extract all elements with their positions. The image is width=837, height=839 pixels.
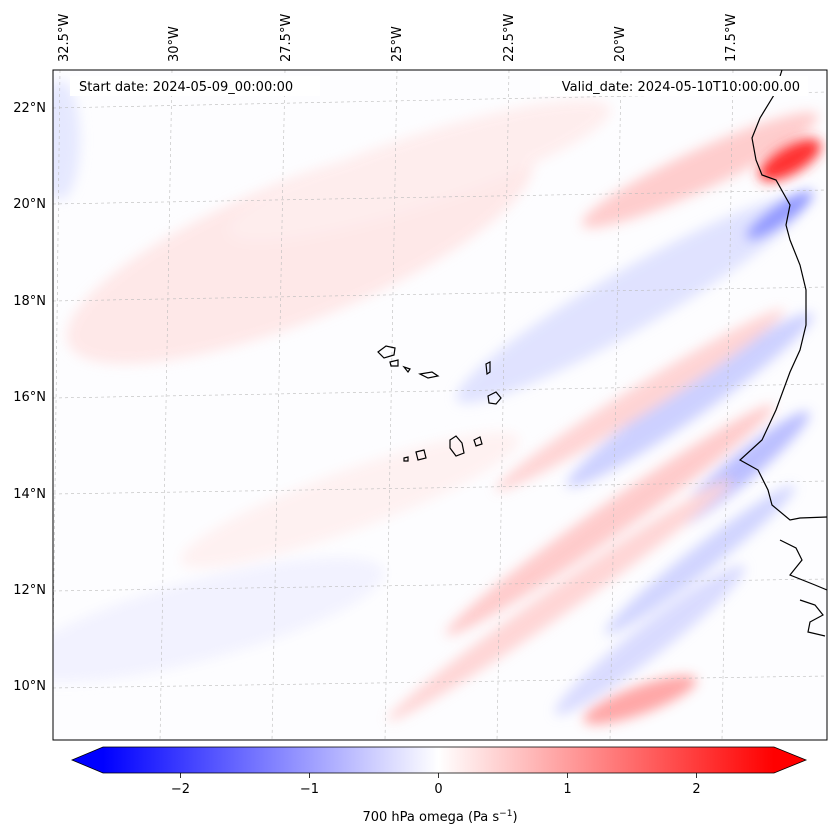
lat-label: 10°N <box>13 679 46 694</box>
lat-label: 22°N <box>13 101 46 116</box>
colorbar-outline <box>70 746 808 774</box>
cape-verde-islands <box>377 345 502 462</box>
lat-label: 14°N <box>13 487 46 502</box>
colorbar-tick-label: −1 <box>300 782 319 797</box>
lon-label: 20°W <box>613 26 628 62</box>
lon-label: 30°W <box>167 26 182 62</box>
lon-label: 27.5°W <box>279 14 294 62</box>
colorbar-label: 700 hPa omega (Pa s−1) <box>362 809 517 825</box>
start-date-box <box>70 76 320 96</box>
lat-label: 20°N <box>13 197 46 212</box>
colorbar: −2 −1 0 1 2 700 hPa omega (Pa s−1) <box>70 746 808 825</box>
valid-date-label: Valid_date: 2024-05-10T10:00:00.00 <box>562 80 800 95</box>
colorbar-extend-min <box>72 747 103 773</box>
lon-label: 22.5°W <box>502 14 517 62</box>
omega-field <box>53 70 827 740</box>
lon-label: 17.5°W <box>724 14 739 62</box>
coastline <box>738 70 827 637</box>
colorbar-extend-max <box>774 747 806 773</box>
lat-label: 16°N <box>13 390 46 405</box>
lon-label: 25°W <box>390 26 405 62</box>
valid-date-box <box>540 76 808 96</box>
colorbar-tick-label: 1 <box>563 782 571 797</box>
colorbar-gradient <box>103 747 774 773</box>
map-frame <box>52 69 828 741</box>
start-date-label: Start date: 2024-05-09_00:00:00 <box>79 80 293 95</box>
colorbar-tick-label: 2 <box>692 782 700 797</box>
colorbar-tick-label: 0 <box>434 782 442 797</box>
lon-label: 32.5°W <box>57 14 72 62</box>
longitude-labels: 32.5°W 30°W 27.5°W 25°W 22.5°W 20°W 17.5… <box>57 14 739 62</box>
map-area: Start date: 2024-05-09_00:00:00 Valid_da… <box>52 69 828 741</box>
latitude-labels: 22°N 20°N 18°N 16°N 14°N 12°N 10°N <box>13 101 46 694</box>
colorbar-tick-label: −2 <box>171 782 190 797</box>
lat-label: 18°N <box>13 294 46 309</box>
lat-label: 12°N <box>13 583 46 598</box>
colorbar-ticks: −2 −1 0 1 2 <box>171 773 701 797</box>
